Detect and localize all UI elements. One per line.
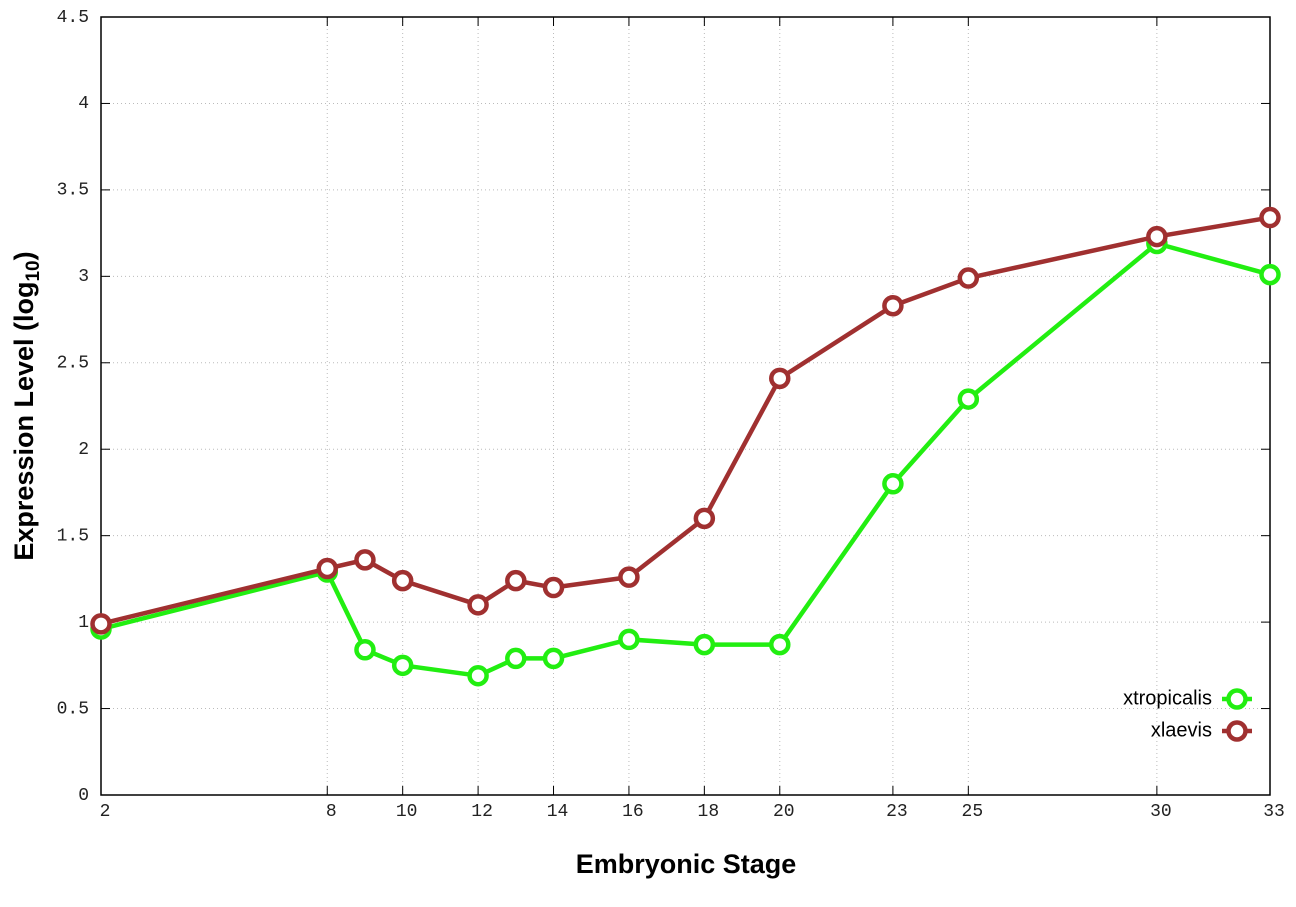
data-point	[618, 566, 640, 588]
x-tick-label: 10	[396, 802, 418, 822]
y-axis-title-text: Expression Level (log	[9, 282, 39, 561]
y-axis-title: Expression Level (log10)	[9, 251, 44, 560]
y-tick-label: 3	[78, 267, 89, 287]
data-point	[316, 557, 339, 580]
y-tick-label: 4.5	[57, 8, 89, 28]
data-point	[467, 594, 489, 616]
data-point	[882, 473, 904, 495]
y-tick-label: 3.5	[57, 181, 89, 201]
data-point	[90, 613, 112, 635]
y-axis-title-suffix: )	[9, 251, 39, 260]
data-point	[542, 647, 565, 670]
data-point	[618, 628, 640, 651]
x-tick-label: 25	[962, 802, 984, 822]
data-point	[354, 549, 376, 571]
x-tick-label: 18	[698, 802, 720, 822]
x-tick-label: 12	[471, 802, 493, 822]
data-point	[957, 388, 980, 410]
x-tick-label: 30	[1150, 802, 1172, 822]
data-point	[769, 367, 791, 390]
y-axis-title-subscript: 10	[23, 260, 44, 281]
data-point	[769, 633, 791, 656]
x-axis-title: Embryonic Stage	[576, 849, 797, 879]
data-point	[1146, 225, 1168, 248]
legend-label: xlaevis	[1151, 719, 1212, 741]
x-tick-label: 2	[100, 802, 111, 822]
data-point	[505, 569, 527, 592]
y-tick-label: 1.5	[57, 526, 89, 546]
x-tick-label: 8	[326, 802, 337, 822]
data-point	[882, 294, 904, 317]
data-point	[505, 647, 527, 670]
y-tick-label: 0	[78, 786, 89, 806]
data-point	[693, 633, 716, 656]
y-tick-label: 2	[78, 440, 89, 460]
x-tick-label: 20	[773, 802, 795, 822]
x-tick-label: 33	[1263, 802, 1285, 822]
data-point	[693, 507, 716, 530]
y-tick-label: 1	[78, 613, 89, 633]
legend-label: xtropicalis	[1123, 687, 1212, 709]
data-point	[1259, 206, 1281, 229]
plot-frame	[100, 16, 1271, 796]
x-tick-label: 16	[622, 802, 644, 822]
data-point	[542, 576, 565, 599]
data-point	[391, 654, 414, 677]
y-tick-label: 4	[78, 94, 89, 114]
data-point	[391, 569, 414, 592]
legend-marker	[1226, 688, 1248, 710]
data-point	[1259, 263, 1281, 286]
y-tick-label: 2.5	[57, 354, 89, 374]
legend-marker	[1226, 720, 1248, 742]
data-point	[467, 664, 489, 687]
y-tick-label: 0.5	[57, 699, 89, 719]
data-point	[957, 267, 980, 289]
data-point	[354, 639, 376, 661]
x-tick-label: 23	[886, 802, 908, 822]
x-tick-label: 14	[547, 802, 569, 822]
